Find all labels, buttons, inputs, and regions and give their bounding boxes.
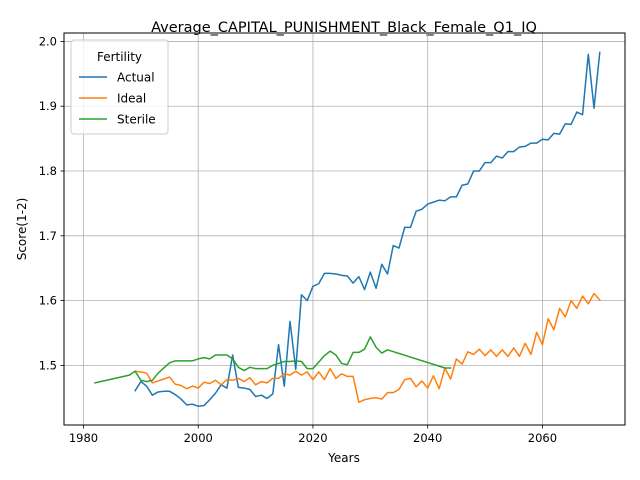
grid-lines	[64, 33, 625, 425]
y-tick-label: 1.8	[39, 164, 57, 178]
y-tick-label: 1.9	[39, 99, 57, 113]
legend-box	[70, 39, 169, 135]
y-axis-label: Score(1-2)	[15, 198, 29, 261]
x-tick-label: 2060	[528, 431, 557, 445]
x-tick-label: 1980	[69, 431, 98, 445]
x-axis-label: Years	[327, 451, 360, 465]
legend: Fertility Actual Ideal Sterile	[70, 39, 169, 135]
series-line-ideal	[134, 292, 601, 404]
plot-area-frame	[63, 32, 626, 426]
y-tick-label: 1.6	[39, 294, 57, 308]
series-line-sterile	[94, 336, 452, 384]
legend-title: Fertility	[97, 50, 142, 64]
legend-entries: Actual Ideal Sterile	[79, 71, 156, 127]
legend-label-ideal: Ideal	[117, 92, 146, 106]
legend-label-actual: Actual	[117, 71, 155, 85]
legend-label-sterile: Sterile	[117, 113, 156, 127]
y-tick-label: 2.0	[39, 34, 57, 48]
axis-ticks: 1980 2000 2020 2040 2060 1.5 1.6 1.7 1.8 1.9 2.0	[39, 34, 557, 445]
x-tick-label: 2040	[413, 431, 442, 445]
series-line-actual	[134, 51, 601, 407]
x-tick-label: 2020	[298, 431, 327, 445]
y-tick-label: 1.7	[39, 229, 57, 243]
series-lines	[94, 51, 601, 407]
chart-title: Average_CAPITAL_PUNISHMENT_Black_Female_…	[151, 20, 537, 36]
y-tick-label: 1.5	[39, 358, 57, 372]
x-tick-label: 2000	[184, 431, 213, 445]
